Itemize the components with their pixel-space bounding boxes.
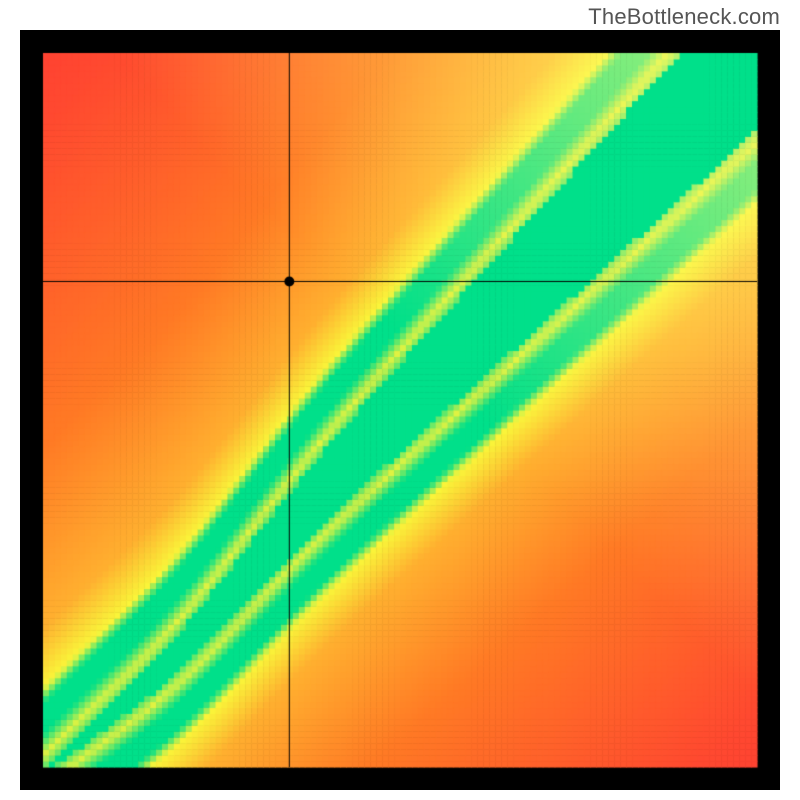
bottleneck-heatmap xyxy=(20,30,780,790)
heatmap-canvas xyxy=(20,30,780,790)
watermark-text: TheBottleneck.com xyxy=(588,4,780,30)
